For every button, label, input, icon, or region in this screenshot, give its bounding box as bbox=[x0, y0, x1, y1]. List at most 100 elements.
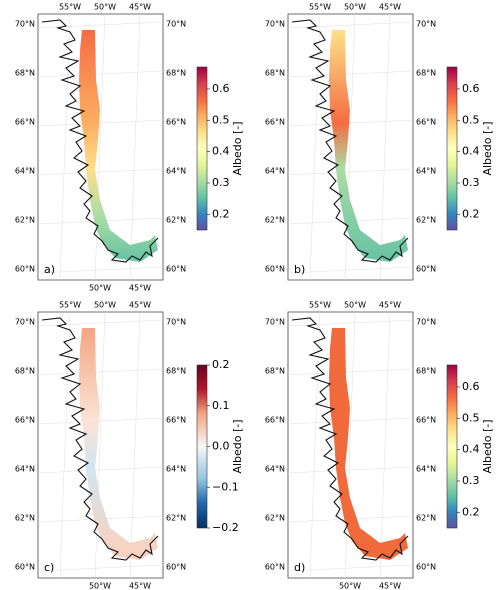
lon-label: 45°W bbox=[379, 582, 401, 590]
lat-label: 64°N bbox=[166, 167, 186, 176]
graticule bbox=[287, 319, 414, 327]
graticule bbox=[129, 311, 141, 579]
graticule bbox=[37, 119, 164, 127]
graticule bbox=[37, 21, 164, 29]
lat-label: 66°N bbox=[15, 118, 35, 127]
map-frame bbox=[37, 311, 164, 579]
ice-albedo bbox=[329, 30, 408, 262]
lat-label: 70°N bbox=[15, 20, 35, 29]
map-panel: 70°N 70°N 68°N 68°N 66°N 66°N 64°N 64°N 62°N 62°N… bbox=[15, 3, 244, 293]
colorbar-tick-label: 0.5 bbox=[212, 113, 230, 126]
graticule bbox=[37, 466, 164, 474]
map-frame bbox=[37, 13, 164, 281]
graticule bbox=[37, 70, 164, 78]
graticule bbox=[287, 21, 414, 29]
colorbar-tick-label: 0.6 bbox=[212, 82, 230, 95]
colorbar-tick-label: 0.2 bbox=[212, 207, 230, 220]
colorbar-tick-label: 0.2 bbox=[212, 358, 230, 371]
lat-label: 62°N bbox=[265, 216, 285, 225]
colorbar-tick-label: −0.1 bbox=[212, 480, 239, 493]
lat-label: 70°N bbox=[15, 318, 35, 327]
graticule bbox=[287, 70, 414, 78]
colorbar bbox=[446, 364, 458, 529]
panel-label: c) bbox=[44, 561, 54, 574]
lon-label: 50°W bbox=[339, 582, 361, 590]
colorbar-tick-label: 0.5 bbox=[462, 411, 480, 424]
lat-label: 66°N bbox=[416, 118, 436, 127]
lat-label: 66°N bbox=[265, 118, 285, 127]
panels: 70°N 70°N 68°N 68°N 66°N 66°N 64°N 64°N 62°N 62°N… bbox=[15, 3, 494, 590]
lat-label: 66°N bbox=[416, 416, 436, 425]
lon-label: 50°W bbox=[94, 301, 116, 310]
lat-label: 68°N bbox=[15, 367, 35, 376]
lat-label: 68°N bbox=[416, 367, 436, 376]
colorbar-label: Albedo [-] bbox=[231, 419, 244, 473]
colorbar bbox=[196, 364, 208, 529]
lat-label: 62°N bbox=[166, 514, 186, 523]
colorbar-tick-label: 0.5 bbox=[462, 113, 480, 126]
colorbar-tick-label: 0.0 bbox=[212, 440, 230, 453]
lat-label: 64°N bbox=[416, 167, 436, 176]
graticule bbox=[37, 266, 164, 274]
graticule bbox=[287, 417, 414, 425]
colorbar-tick-label: 0.4 bbox=[212, 145, 230, 158]
lon-label: 50°W bbox=[344, 301, 366, 310]
colorbar bbox=[196, 66, 208, 231]
lat-label: 60°N bbox=[265, 265, 285, 274]
lat-label: 64°N bbox=[15, 465, 35, 474]
lat-label: 68°N bbox=[15, 69, 35, 78]
colorbar-tick-label: 0.3 bbox=[462, 176, 480, 189]
lat-label: 62°N bbox=[15, 216, 35, 225]
lat-label: 62°N bbox=[166, 216, 186, 225]
lat-label: 60°N bbox=[265, 563, 285, 572]
lon-label: 55°W bbox=[59, 301, 81, 310]
lat-label: 62°N bbox=[416, 216, 436, 225]
graticule bbox=[37, 168, 164, 176]
lat-label: 70°N bbox=[166, 20, 186, 29]
lat-label: 68°N bbox=[166, 69, 186, 78]
panel-label: d) bbox=[294, 561, 305, 574]
panel-label: b) bbox=[294, 263, 305, 276]
lat-label: 70°N bbox=[166, 318, 186, 327]
lat-label: 68°N bbox=[265, 367, 285, 376]
graticule bbox=[287, 168, 414, 176]
lat-label: 66°N bbox=[15, 416, 35, 425]
graticule bbox=[37, 417, 164, 425]
lat-label: 62°N bbox=[15, 514, 35, 523]
map-frame bbox=[287, 13, 414, 281]
lon-label: 45°W bbox=[129, 284, 151, 293]
lat-label: 68°N bbox=[166, 367, 186, 376]
lat-label: 62°N bbox=[416, 514, 436, 523]
map-panel: 70°N 70°N 68°N 68°N 66°N 66°N 64°N 64°N 62°N 62°N… bbox=[265, 301, 494, 590]
lat-label: 68°N bbox=[265, 69, 285, 78]
lon-label: 45°W bbox=[129, 301, 151, 310]
lat-label: 62°N bbox=[265, 514, 285, 523]
ice-albedo bbox=[79, 30, 158, 262]
map-panel: 70°N 70°N 68°N 68°N 66°N 66°N 64°N 64°N 62°N 62°N… bbox=[265, 3, 494, 281]
lon-label: 50°W bbox=[344, 3, 366, 12]
colorbar bbox=[446, 66, 458, 231]
lat-label: 60°N bbox=[416, 265, 436, 274]
lat-label: 60°N bbox=[166, 563, 186, 572]
graticule bbox=[287, 466, 414, 474]
map-panel: 70°N 70°N 68°N 68°N 66°N 66°N 64°N 64°N 62°N 62°N… bbox=[15, 301, 244, 590]
colorbar-tick-label: 0.1 bbox=[212, 399, 230, 412]
graticule bbox=[37, 564, 164, 572]
lat-label: 60°N bbox=[416, 563, 436, 572]
ice-albedo bbox=[329, 328, 408, 560]
graticule bbox=[287, 564, 414, 572]
graticule bbox=[379, 13, 391, 281]
lat-label: 66°N bbox=[166, 118, 186, 127]
colorbar-label: Albedo [-] bbox=[231, 121, 244, 175]
lat-label: 60°N bbox=[166, 265, 186, 274]
graticule bbox=[129, 13, 141, 281]
lat-label: 64°N bbox=[166, 465, 186, 474]
lat-label: 64°N bbox=[416, 465, 436, 474]
ice-albedo bbox=[79, 328, 158, 560]
panel-label: a) bbox=[44, 263, 55, 276]
lon-label: 50°W bbox=[89, 582, 111, 590]
colorbar-label: Albedo [-] bbox=[481, 121, 494, 175]
graticule bbox=[37, 319, 164, 327]
colorbar-tick-label: −0.2 bbox=[212, 521, 239, 534]
